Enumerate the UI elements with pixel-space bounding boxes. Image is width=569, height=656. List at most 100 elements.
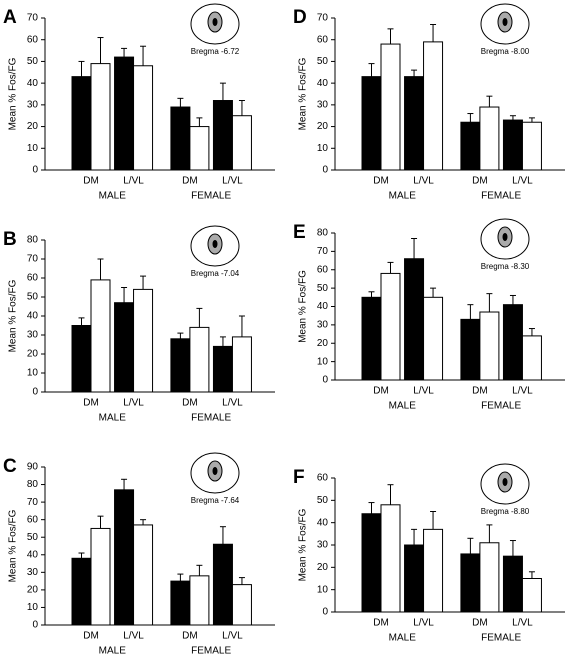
group-label: FEMALE [481,633,521,644]
y-tick-label: 0 [32,620,38,631]
y-tick-label: 0 [32,165,38,176]
y-tick-label: 20 [27,349,39,360]
x-tick-label: L/VL [222,176,243,187]
y-tick-label: 20 [27,121,39,132]
bar [521,578,542,613]
y-tick-label: 90 [27,462,39,473]
bar [90,279,111,393]
brain-icon [212,467,218,475]
bar [502,119,523,171]
group-label: MALE [389,191,417,202]
y-tick-label: 0 [322,165,328,176]
y-tick-label: 70 [27,13,39,24]
x-tick-label: L/VL [413,618,434,629]
bar [90,527,111,626]
x-tick-label: DM [472,176,488,187]
group-label: MALE [389,633,417,644]
bar [133,288,154,393]
y-tick-label: 0 [322,375,328,386]
y-tick-label: 70 [317,246,329,257]
y-tick-label: 40 [317,517,329,528]
y-tick-label: 30 [317,320,329,331]
y-tick-label: 30 [27,99,39,110]
bar [231,584,252,626]
x-tick-label: L/VL [413,386,434,397]
bar [231,336,252,393]
bar [189,326,210,393]
x-tick-label: L/VL [123,398,144,409]
group-label: MALE [99,646,127,656]
bar [380,504,401,613]
y-tick-label: 60 [27,34,39,45]
bar [423,296,444,381]
y-tick-label: 50 [317,495,329,506]
bar [479,311,500,381]
bar [479,106,500,171]
x-tick-label: DM [472,386,488,397]
y-tick-label: 70 [317,13,329,24]
y-tick-label: 30 [317,99,329,110]
brain-icon [212,240,218,248]
y-tick-label: 80 [27,235,39,246]
y-tick-label: 60 [317,264,329,275]
group-label: MALE [99,413,127,424]
group-label: FEMALE [481,191,521,202]
y-tick-label: 40 [27,78,39,89]
x-tick-label: L/VL [512,618,533,629]
bar [521,335,542,381]
bar [460,318,481,381]
bar [521,121,542,171]
bar [460,553,481,613]
y-tick-label: 60 [27,514,39,525]
group-label: FEMALE [191,191,231,202]
bregma-label: Bregma -8.00 [481,47,530,56]
y-tick-label: 10 [27,368,39,379]
y-tick-label: 10 [317,584,329,595]
y-tick-label: 80 [317,228,329,239]
y-tick-label: 40 [317,78,329,89]
x-tick-label: L/VL [222,398,243,409]
y-tick-label: 40 [317,301,329,312]
x-tick-label: L/VL [123,631,144,642]
y-tick-label: 80 [27,479,39,490]
bar [479,542,500,613]
y-tick-label: 40 [27,549,39,560]
x-tick-label: DM [83,176,99,187]
bar [380,272,401,381]
brain-icon [212,18,218,26]
y-tick-label: 10 [27,602,39,613]
x-tick-label: L/VL [222,631,243,642]
bar [189,126,210,171]
bar [170,580,191,626]
x-tick-label: L/VL [512,176,533,187]
x-tick-label: L/VL [413,176,434,187]
y-tick-label: 50 [317,283,329,294]
bregma-label: Bregma -7.04 [191,269,240,278]
bar [114,56,135,171]
panel-letter: E [293,222,306,243]
x-tick-label: DM [472,618,488,629]
bar [170,338,191,393]
group-label: FEMALE [481,401,521,412]
group-label: MALE [99,191,127,202]
x-tick-label: DM [182,631,198,642]
y-tick-label: 50 [27,292,39,303]
y-tick-label: 20 [317,121,329,132]
x-tick-label: L/VL [512,386,533,397]
y-tick-label: 20 [317,338,329,349]
bar [170,106,191,171]
bar [133,524,154,626]
group-label: FEMALE [191,413,231,424]
brain-icon [502,18,508,26]
y-tick-label: 50 [27,56,39,67]
x-tick-label: L/VL [123,176,144,187]
y-tick-label: 50 [27,532,39,543]
y-tick-label: 40 [27,311,39,322]
bar [90,63,111,171]
x-tick-label: DM [373,176,389,187]
y-tick-label: 10 [317,143,329,154]
x-tick-label: DM [373,386,389,397]
y-axis-label: Mean % Fos/FG [8,509,19,582]
bar [71,557,92,626]
